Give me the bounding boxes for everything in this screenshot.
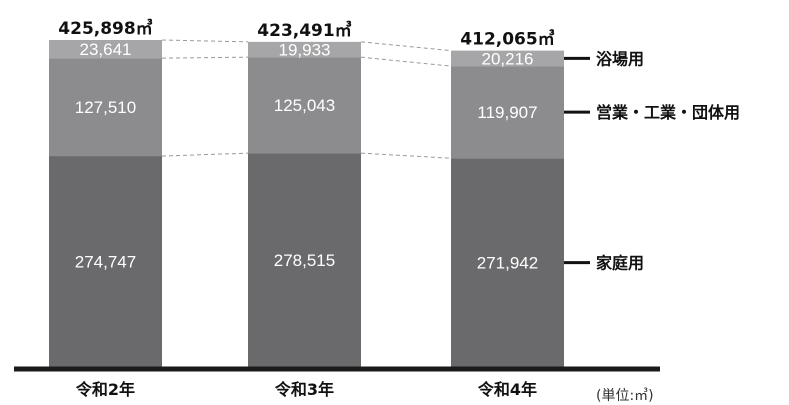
bar-segment-3-cat-3 [451,50,564,67]
bar-segment-2-cat-2 [248,57,361,154]
bar-segment-3-cat-1 [49,40,162,59]
data-label-1-cat-3: 271,942 [477,254,538,273]
connector-line-1-1 [161,152,249,157]
bar-segment-2-cat-3 [451,66,564,159]
total-label-3: 412,065㎥ [460,29,554,50]
legend-label-1: 家庭用 [596,254,644,273]
data-label-2-cat-1: 127,510 [75,98,136,117]
bar-segment-1-cat-1 [49,156,162,367]
data-label-2-cat-2: 125,043 [274,96,335,115]
bar-segment-3-cat-2 [248,41,361,58]
bar-segment-2-cat-1 [49,58,162,157]
connector-line-3-2 [360,41,452,52]
data-label-3-cat-1: 23,641 [80,40,132,59]
category-label-1: 令和2年 [75,380,135,399]
data-label-3-cat-3: 20,216 [482,49,534,68]
connector-line-2-1 [161,56,249,59]
connector-line-2-2 [360,56,452,67]
total-label-1: 425,898㎥ [58,18,152,39]
data-label-1-cat-2: 278,515 [274,251,335,270]
data-label-2-cat-3: 119,907 [477,103,537,122]
connector-line-3-1 [161,39,249,43]
category-label-2: 令和3年 [274,380,334,399]
category-label-3: 令和4年 [477,380,537,399]
bar-segment-1-cat-3 [451,158,564,367]
legend-label-3: 浴場用 [596,49,644,68]
total-label-2: 423,491㎥ [257,20,351,41]
bar-segment-1-cat-2 [248,153,361,367]
data-label-3-cat-2: 19,933 [279,41,331,60]
unit-label: (単位:㎥) [596,388,654,404]
connector-line-1-2 [360,152,452,159]
data-label-1-cat-1: 274,747 [75,253,136,272]
legend-label-2: 営業・工業・団体用 [596,103,740,122]
